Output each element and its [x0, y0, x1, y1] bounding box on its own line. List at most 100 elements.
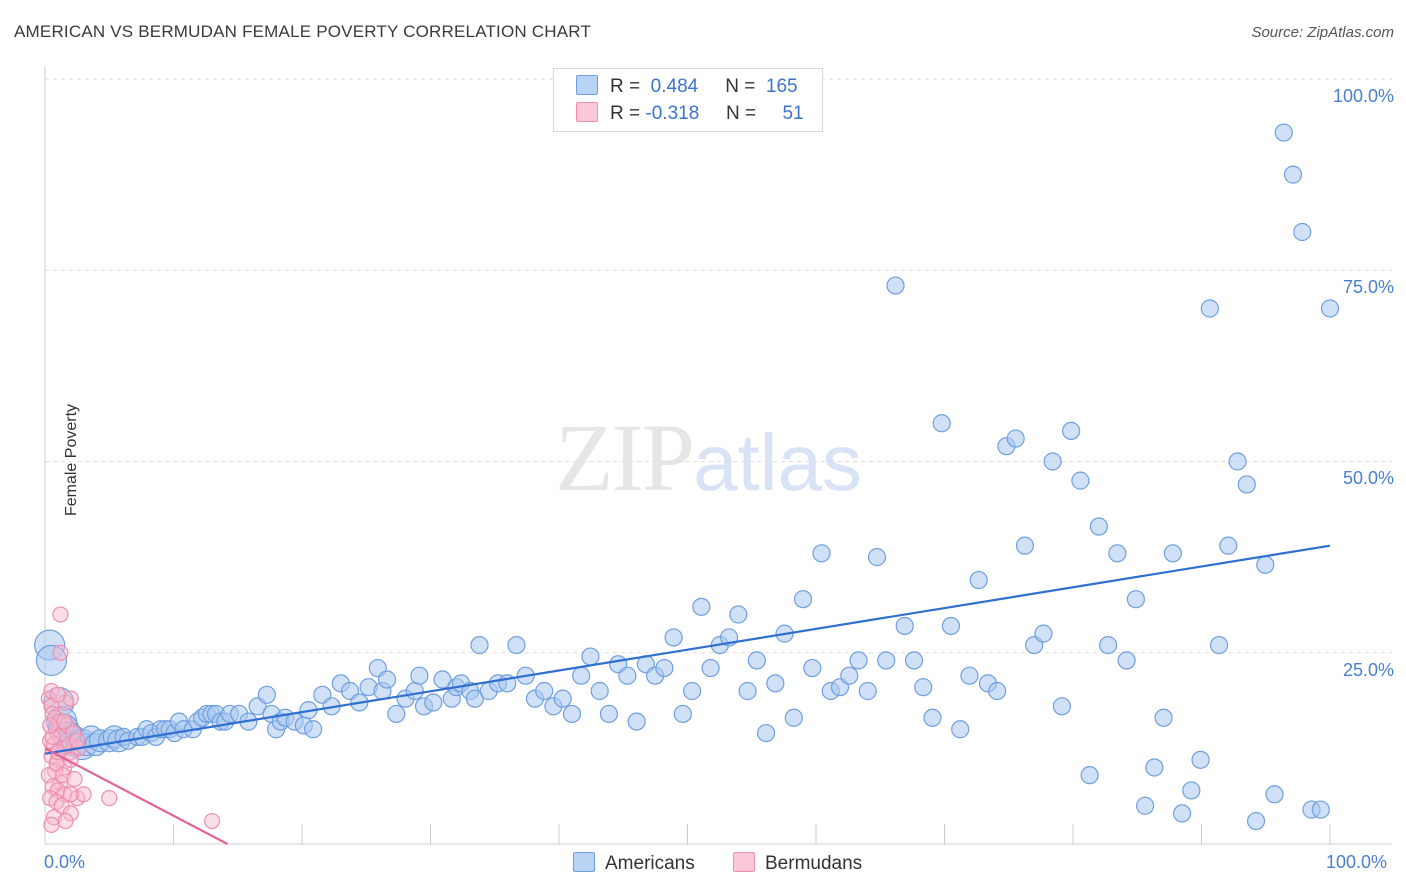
bermudans-point: [62, 786, 79, 803]
bermudans-point: [203, 812, 221, 830]
americans-point: [257, 685, 276, 704]
bermudans-point: [69, 732, 86, 749]
bermudans-point: [52, 644, 69, 661]
americans-point: [465, 689, 484, 708]
americans-point: [1182, 781, 1201, 800]
americans-point: [470, 635, 489, 655]
watermark-zip: ZIP: [555, 404, 695, 511]
bermudans-legend-label: Bermudans: [765, 853, 863, 874]
americans-legend-swatch: [573, 852, 595, 872]
legend-n-label: N =: [725, 76, 756, 97]
americans-point: [1293, 222, 1312, 242]
americans-swatch: [576, 75, 598, 95]
americans-point: [793, 590, 813, 609]
americans-point: [1080, 766, 1099, 785]
bermudans-swatch: [576, 102, 598, 122]
americans-point: [1126, 590, 1145, 609]
americans-point: [729, 605, 748, 624]
americans-point: [1228, 452, 1247, 471]
bermudans-point: [101, 789, 118, 807]
americans-point: [923, 708, 942, 727]
bermudans-point: [62, 690, 79, 707]
americans-point: [1154, 708, 1173, 727]
americans-point: [590, 681, 609, 701]
americans-point: [1265, 785, 1284, 804]
bermudans-point: [56, 713, 73, 730]
americans-point: [1283, 165, 1303, 184]
americans-point: [960, 666, 979, 685]
americans-point: [553, 689, 572, 708]
bermudans-point: [42, 717, 59, 734]
y-tick-label-50: 50.0%: [1342, 468, 1394, 488]
americans-point: [1237, 475, 1256, 494]
legend-r-label: R =: [610, 103, 641, 124]
americans-point: [433, 670, 452, 689]
americans-point: [969, 570, 988, 590]
americans-point: [1071, 471, 1090, 490]
americans-point: [1034, 624, 1053, 643]
legend-n-label: N =: [725, 103, 757, 124]
legend-r-value: -0.318: [645, 103, 700, 124]
americans-point: [1172, 804, 1192, 823]
legend-r-label: R =: [610, 76, 641, 97]
americans-point: [988, 681, 1007, 701]
americans-point: [1052, 697, 1072, 716]
americans-point: [599, 704, 619, 724]
americans-point: [424, 693, 443, 712]
watermark-atlas: atlas: [693, 418, 862, 507]
bermudans-point: [51, 713, 68, 730]
americans-point: [1163, 544, 1182, 563]
americans-point: [858, 681, 877, 701]
americans-point: [1006, 429, 1025, 448]
bermudans-point: [66, 770, 83, 788]
americans-point: [1089, 517, 1108, 536]
americans-point: [1108, 544, 1127, 563]
americans-point: [303, 720, 323, 739]
americans-point: [812, 544, 831, 563]
americans-point: [849, 651, 868, 670]
y-tick-label-100: 100.0%: [1332, 86, 1394, 106]
bermudans-legend-swatch: [733, 852, 755, 872]
americans-legend-label: Americans: [605, 853, 695, 874]
americans-point: [784, 708, 803, 727]
americans-point: [35, 644, 68, 677]
americans-point: [1219, 536, 1238, 555]
bermudans-point: [43, 816, 60, 833]
americans-point: [1015, 536, 1035, 555]
americans-point: [1274, 123, 1293, 142]
trend-lines: [44, 544, 1331, 845]
source-credit: Source: ZipAtlas.com: [1251, 24, 1394, 41]
americans-point: [1062, 421, 1081, 440]
legend-item-americans: Americans: [573, 852, 695, 875]
americans-point: [877, 651, 896, 670]
americans-point: [377, 670, 397, 689]
bermudans-point: [57, 812, 74, 830]
bermudans-trend-line: [44, 747, 228, 845]
americans-point: [1311, 800, 1330, 819]
legend-n-value: 51: [782, 103, 804, 124]
chart-title: AMERICAN VS BERMUDAN FEMALE POVERTY CORR…: [14, 22, 592, 41]
americans-point: [581, 647, 600, 666]
y-tick-label-75: 75.0%: [1342, 277, 1394, 297]
americans-point: [618, 666, 637, 685]
americans-point: [1136, 796, 1155, 815]
americans-point: [886, 276, 905, 295]
americans-point: [803, 658, 822, 678]
americans-point: [1209, 635, 1229, 655]
americans-point: [535, 681, 554, 701]
americans-point: [572, 666, 591, 685]
americans-point: [683, 681, 702, 701]
americans-point: [895, 616, 914, 636]
bermudans-point: [52, 606, 69, 623]
americans-point: [692, 597, 711, 616]
americans-point: [756, 723, 776, 743]
legend-n-value: 165: [765, 76, 798, 97]
legend-row-bermudans: R = -0.318 N = 51: [576, 102, 804, 126]
americans-point: [1246, 811, 1266, 831]
americans-point: [655, 658, 674, 678]
americans-point: [932, 414, 951, 433]
americans-point: [1043, 452, 1062, 471]
americans-point: [410, 666, 429, 685]
americans-point: [562, 704, 582, 724]
